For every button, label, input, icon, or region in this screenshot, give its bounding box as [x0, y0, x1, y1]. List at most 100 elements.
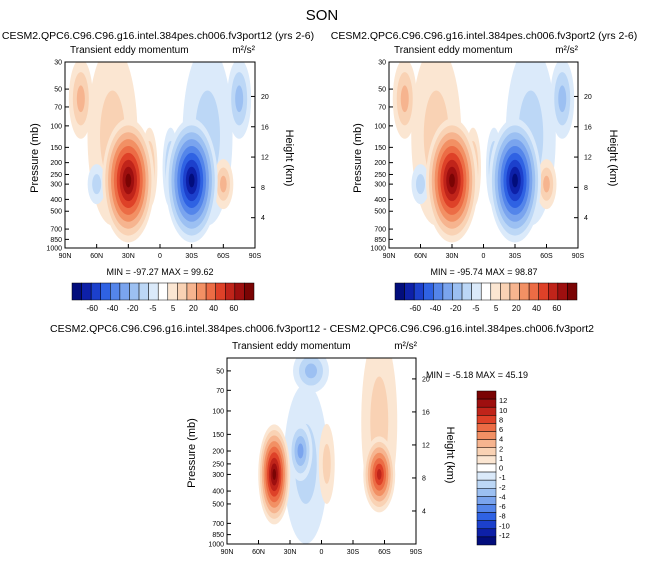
y-tick-label: 700 [212, 521, 224, 528]
colorbar-box [476, 447, 497, 457]
colorbar-panel-2: -60 -40 -20 -5 5 20 40 60 [394, 282, 578, 313]
colorbar-box [490, 282, 501, 301]
colorbar-box [423, 282, 434, 301]
colorbar-box [157, 282, 169, 301]
panel-3-units: m²/s² [394, 341, 417, 352]
y-tick-label: 500 [212, 501, 224, 508]
panel-2-title: CESM2.QPC6.C96.C96.g16.intel.384pes.ch00… [331, 30, 637, 42]
y-tick-label: 400 [374, 197, 386, 204]
colorbar-box [480, 282, 492, 301]
colorbar-box [461, 282, 472, 301]
x-tick-label: 90S [410, 549, 423, 556]
upper-pos-level-2 [400, 85, 409, 113]
y-tick-label: 100 [212, 408, 224, 415]
y-right-tick-label: 20 [261, 94, 269, 101]
upper-neg-level-2 [558, 85, 567, 113]
colorbar-box [476, 528, 497, 538]
x-tick-label: 30N [446, 253, 459, 260]
panel-3-ylabel-right: Height (km) [444, 427, 456, 484]
colorbar-box [244, 282, 255, 301]
panel-3-ylabel: Pressure (mb) [186, 418, 198, 488]
colorbar-box [433, 282, 444, 301]
colorbar-label: 40 [209, 304, 218, 313]
colorbar-box [186, 282, 197, 301]
colorbar-label: 4 [499, 435, 503, 444]
colorbar-label: 10 [499, 406, 507, 415]
colorbar-box [119, 282, 130, 301]
panel-1-ylabel-right: Height (km) [283, 130, 295, 187]
colorbar-box [476, 439, 497, 448]
side-pos-level-2 [220, 175, 227, 193]
colorbar-box [528, 282, 539, 301]
y-tick-label: 250 [50, 172, 62, 179]
y-tick-label: 50 [378, 87, 386, 94]
panel-3-stats: MIN = -5.18 MAX = 45.19 [426, 370, 528, 380]
y-tick-label: 300 [50, 182, 62, 189]
panel-3-title: CESM2.QPC6.C96.C96.g16.intel.384pes.ch00… [50, 323, 594, 335]
y-tick-label: 250 [212, 461, 224, 468]
y-tick-label: 150 [374, 145, 386, 152]
colorbar-box [129, 282, 140, 301]
x-tick-label: 0 [482, 253, 486, 260]
colorbar-label: 1 [499, 454, 503, 463]
colorbar-box [100, 282, 111, 301]
y-tick-label: 200 [50, 160, 62, 167]
colorbar-box [557, 282, 568, 301]
y-tick-label: 300 [374, 182, 386, 189]
x-tick-label: 60N [414, 253, 427, 260]
colorbar-box [404, 282, 415, 301]
panel-3: CESM2.QPC6.C96.C96.g16.intel.384pes.ch00… [50, 323, 594, 556]
colorbar-label: 8 [499, 415, 503, 424]
colorbar-box [110, 282, 121, 301]
colorbar-box [476, 471, 497, 481]
x-tick-label: 30N [122, 253, 135, 260]
y-tick-label: 400 [50, 197, 62, 204]
y-right-tick-label: 12 [422, 442, 430, 449]
colorbar-box [476, 390, 497, 400]
colorbar-box [177, 282, 188, 301]
colorbar-label: -60 [86, 304, 98, 313]
y-tick-label: 850 [50, 237, 62, 244]
colorbar-box [476, 536, 497, 546]
jet-pos-level-8 [125, 173, 132, 188]
colorbar-label: 20 [189, 304, 198, 313]
colorbar-label: 60 [552, 304, 561, 313]
colorbar-box [476, 406, 497, 416]
y-tick-label: 850 [212, 532, 224, 539]
y-right-tick-label: 8 [584, 185, 588, 192]
figure-title: SON [306, 7, 339, 24]
colorbar-box [500, 282, 511, 301]
jet-pos-level-8 [449, 173, 455, 188]
panel-1: CESM2.QPC6.C96.C96.g16.intel.384pes.ch00… [2, 30, 314, 277]
y-tick-label: 30 [378, 60, 386, 67]
colorbar-label: -6 [499, 502, 506, 511]
y-right-tick-label: 12 [584, 155, 592, 162]
colorbar-label: -20 [450, 304, 462, 313]
colorbar-label: 0 [499, 464, 503, 473]
y-tick-label: 100 [374, 123, 386, 130]
jet-pos-level-8 [272, 468, 277, 480]
colorbar-box [215, 282, 226, 301]
colorbar-box [225, 282, 236, 301]
colorbar-box [476, 488, 497, 497]
colorbar-label: -60 [409, 304, 421, 313]
y-tick-label: 700 [50, 227, 62, 234]
panel-1-units: m²/s² [232, 45, 255, 56]
colorbar-label: -8 [499, 512, 506, 521]
panel-1-title: CESM2.QPC6.C96.C96.g16.intel.384pes.ch00… [2, 30, 314, 42]
colorbar-label: -40 [430, 304, 442, 313]
colorbar-box [509, 282, 520, 301]
y-tick-label: 500 [50, 209, 62, 216]
side-pos-level-2 [543, 175, 550, 193]
y-right-tick-label: 16 [584, 124, 592, 131]
colorbar-box [167, 282, 178, 301]
colorbar-box [234, 282, 245, 301]
y-tick-label: 850 [374, 237, 386, 244]
panel-2-ylabel: Pressure (mb) [352, 123, 364, 193]
x-tick-label: 90N [221, 549, 234, 556]
x-tick-label: 60N [252, 549, 265, 556]
colorbar-box [476, 504, 497, 513]
y-tick-label: 150 [50, 145, 62, 152]
y-right-tick-label: 12 [261, 155, 269, 162]
